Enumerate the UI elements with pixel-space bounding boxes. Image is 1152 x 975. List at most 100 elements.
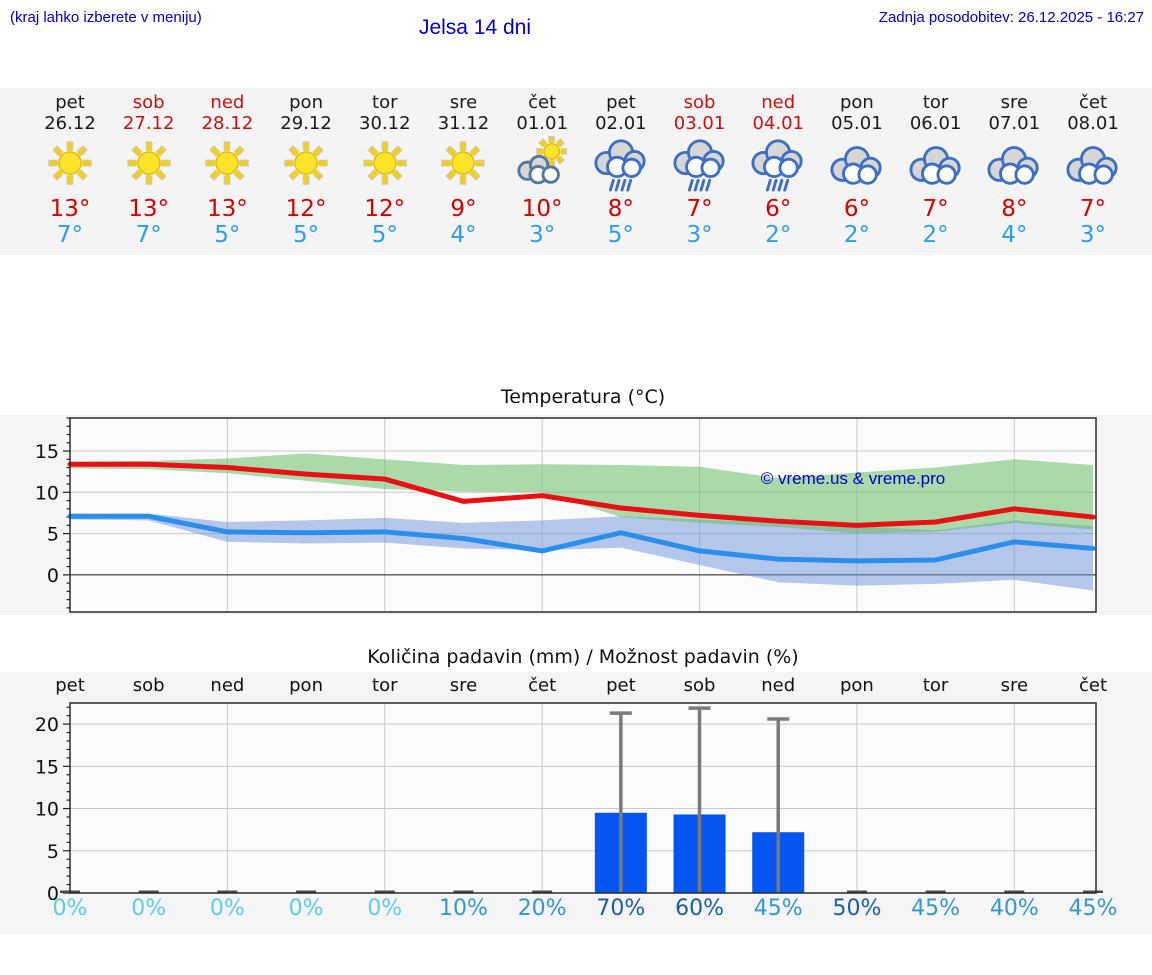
precip-day-label: tor [922, 675, 949, 696]
day-name: pet [606, 92, 636, 113]
y-tick-label: 5 [47, 841, 59, 863]
precip-day-label: ned [761, 675, 796, 696]
precip-probability: 0% [52, 896, 88, 921]
forecast-day: ned 04.01 6° 2° [736, 92, 820, 248]
precip-zero-mark [925, 890, 946, 893]
high-temp: 8° [607, 196, 634, 222]
precip-probability: 45% [753, 896, 803, 921]
precip-day-label: pon [839, 675, 874, 696]
sun-icon [421, 136, 505, 194]
low-temp: 3° [1079, 222, 1107, 248]
precip-zero-mark [1083, 890, 1103, 893]
rain-icon [736, 136, 820, 194]
precip-day-label: sob [683, 675, 716, 696]
forecast-day: pon 05.01 6° 2° [815, 92, 899, 248]
low-temp: 2° [922, 222, 949, 248]
precipitation-chart-title: Količina padavin (mm) / Možnost padavin … [367, 646, 799, 668]
y-tick-label: 10 [35, 482, 59, 504]
forecast-day: ned 28.12 13° 5° [185, 92, 269, 248]
last-updated: Zadnja posodobitev: 26.12.2025 - 16:27 [878, 9, 1144, 26]
precipitation-chart: pet sob ned pon tor sre čet pet sob ned pon tor sre č… [0, 672, 1152, 934]
watermark-link[interactable]: © vreme.us & vreme.pro [761, 469, 945, 488]
high-temp: 7° [922, 196, 949, 222]
forecast-day: sre 31.12 9° 4° [421, 92, 505, 248]
forecast-day: čet 01.01 10° 3° [500, 92, 584, 248]
day-date: 01.01 [516, 113, 568, 134]
page-title: Jelsa 14 dni [418, 16, 532, 39]
low-temp: 3° [686, 222, 713, 248]
precip-probability: 10% [439, 896, 488, 921]
high-temp: 7° [1079, 196, 1107, 222]
precip-probability: 20% [517, 896, 567, 921]
low-temp: 4° [450, 222, 477, 248]
forecast-day: sob 03.01 7° 3° [658, 92, 742, 248]
precip-zero-mark [374, 890, 395, 893]
high-temp: 12° [285, 196, 327, 222]
temperature-plot: 0 5 10 15 © vreme.us & vreme.pro [35, 417, 1097, 613]
low-temp: 5° [292, 222, 320, 248]
low-temp: 5° [607, 222, 634, 248]
cloud-icon [815, 136, 899, 194]
forecast-strip: pet 26.12 13° 7° sob 27.12 13° 7° ned 28.12 13° 5° p… [0, 88, 1152, 255]
precip-day-label: pet [606, 675, 636, 696]
precip-probability: 0% [209, 896, 245, 921]
high-temp: 13° [49, 196, 91, 222]
high-temp: 13° [128, 196, 170, 222]
precip-probability: 60% [675, 896, 724, 921]
day-date: 06.01 [909, 113, 962, 134]
high-temp: 8° [1001, 196, 1028, 222]
precip-day-label: čet [1078, 675, 1108, 696]
forecast-day: sre 07.01 8° 4° [972, 92, 1056, 248]
y-tick-label: 10 [35, 799, 59, 821]
precip-probability: 0% [131, 896, 167, 921]
sun-icon [185, 136, 269, 194]
day-date: 04.01 [752, 113, 804, 134]
precip-day-label: sre [1000, 675, 1029, 696]
low-temp: 5° [214, 222, 241, 248]
day-name: tor [372, 92, 398, 113]
forecast-day: tor 06.01 7° 2° [894, 92, 978, 248]
rain-icon [579, 136, 663, 194]
precip-day-label: čet [528, 675, 557, 696]
precip-zero-mark [217, 890, 238, 893]
day-date: 02.01 [595, 113, 647, 134]
precip-zero-mark [453, 890, 474, 893]
day-name: tor [922, 92, 949, 113]
sun-icon [343, 136, 427, 194]
day-date: 05.01 [831, 113, 883, 134]
forecast-day: pon 29.12 12° 5° [264, 92, 348, 248]
forecast-day: pet 02.01 8° 5° [579, 92, 663, 248]
day-date: 28.12 [201, 113, 254, 134]
y-tick-label: 0 [47, 565, 59, 587]
day-name: pon [289, 92, 323, 113]
day-name: sob [683, 92, 716, 113]
day-date: 31.12 [437, 113, 490, 134]
forecast-day: čet 08.01 7° 3° [1051, 92, 1135, 248]
y-tick-label: 15 [35, 756, 59, 778]
high-temp: 12° [364, 196, 406, 222]
precip-zero-mark [1004, 890, 1025, 893]
cloud-icon [894, 136, 978, 194]
precip-day-label: ned [210, 675, 245, 696]
day-name: čet [1078, 92, 1108, 113]
day-date: 27.12 [122, 113, 175, 134]
day-name: čet [528, 92, 557, 113]
location-hint: (kraj lahko izberete v meniju) [10, 9, 202, 26]
high-temp: 9° [450, 196, 477, 222]
day-date: 08.01 [1067, 113, 1119, 134]
low-temp: 7° [135, 222, 162, 248]
max-temp-line [67, 461, 1096, 528]
low-temp: 7° [56, 222, 84, 248]
day-name: pon [839, 92, 874, 113]
precip-zero-mark [532, 890, 553, 893]
high-temp: 7° [686, 196, 713, 222]
forecast-day: pet 26.12 13° 7° [28, 92, 112, 248]
precip-day-label: sob [132, 675, 165, 696]
sun-icon [107, 136, 191, 194]
precip-zero-mark [846, 890, 867, 893]
min-temp-line [67, 513, 1096, 564]
low-temp: 3° [529, 222, 556, 248]
forecast-day: sob 27.12 13° 7° [107, 92, 191, 248]
cloud-icon [1051, 136, 1135, 194]
